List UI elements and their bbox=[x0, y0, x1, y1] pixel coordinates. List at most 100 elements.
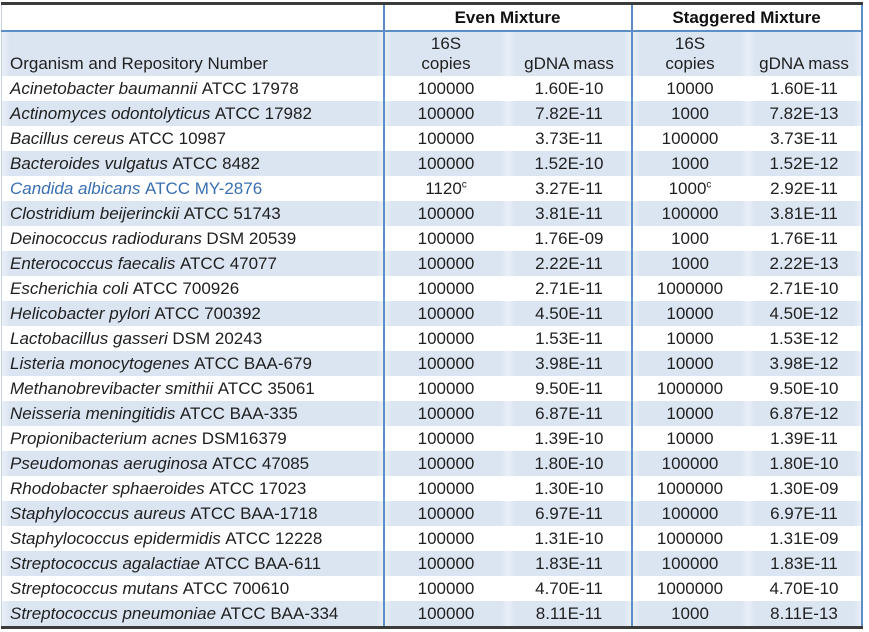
staggered-copies-value: 10000 bbox=[666, 329, 714, 348]
staggered-gdna-value: 6.97E-11 bbox=[770, 504, 838, 523]
organism-cell: Escherichia coli ATCC 700926 bbox=[2, 276, 384, 301]
even-gdna-value: 8.11E-11 bbox=[535, 604, 603, 623]
even-gdna-mass-header: gDNA mass bbox=[507, 31, 632, 76]
even-copies-value: 100000 bbox=[417, 279, 475, 298]
table-row: Deinococcus radiodurans DSM 20539 100000 … bbox=[2, 226, 862, 251]
repository-number: ATCC BAA-334 bbox=[220, 604, 339, 623]
even-copies-value: 100000 bbox=[417, 479, 475, 498]
even-copies-value: 100000 bbox=[417, 504, 475, 523]
even-16s-copies-cell: 100000 bbox=[382, 251, 508, 276]
staggered-gdna-value: 1.76E-11 bbox=[770, 229, 838, 248]
even-gdna-value: 3.81E-11 bbox=[535, 204, 603, 223]
organism-cell: Bacillus cereus ATCC 10987 bbox=[2, 126, 384, 151]
even-copies-value: 100000 bbox=[417, 154, 475, 173]
organism-column-header: Organism and Repository Number bbox=[1, 31, 384, 76]
repository-number: ATCC 12228 bbox=[225, 529, 323, 548]
staggered-copies-value: 100000 bbox=[661, 504, 719, 523]
even-gdna-value: 7.82E-11 bbox=[535, 104, 603, 123]
staggered-gdna-value: 6.87E-12 bbox=[769, 404, 839, 423]
even-gdna-value: 4.50E-11 bbox=[535, 304, 603, 323]
even-gdna-value: 1.60E-10 bbox=[534, 79, 604, 98]
organism-cell: Candida albicans ATCC MY-2876 bbox=[2, 176, 384, 201]
staggered-16s-copies-cell: 100000 bbox=[630, 201, 748, 226]
repository-number: ATCC 8482 bbox=[172, 154, 260, 173]
organism-cell: Rhodobacter sphaeroides ATCC 17023 bbox=[2, 476, 384, 501]
organism-name: Streptococcus pneumoniae bbox=[10, 604, 217, 623]
repository-number: ATCC BAA-335 bbox=[179, 404, 298, 423]
table-row: Candida albicans ATCC MY-2876 1120c 3.27E… bbox=[2, 176, 862, 201]
even-copies-value: 100000 bbox=[417, 429, 475, 448]
table-row: Streptococcus agalactiae ATCC BAA-611 100… bbox=[1, 551, 862, 576]
staggered-16s-copies-cell: 1000000 bbox=[630, 476, 748, 501]
column-header-row: Organism and Repository Number 16S copie… bbox=[1, 31, 862, 76]
repository-number: ATCC 700610 bbox=[182, 579, 290, 598]
even-16s-copies-cell: 100000 bbox=[382, 151, 508, 176]
even-gdna-value: 2.71E-11 bbox=[535, 279, 603, 298]
even-copies-value: 100000 bbox=[417, 129, 475, 148]
even-gdna-value: 6.87E-11 bbox=[535, 404, 603, 423]
staggered-copies-value: 1000 bbox=[668, 179, 707, 198]
even-gdna-value: 9.50E-11 bbox=[535, 379, 603, 398]
staggered-gdna-mass-cell: 1.53E-12 bbox=[748, 326, 862, 351]
staggered-gdna-value: 8.11E-13 bbox=[770, 604, 838, 623]
16s-label: 16S bbox=[674, 34, 706, 53]
organism-cell: Methanobrevibacter smithii ATCC 35061 bbox=[2, 376, 384, 401]
even-16s-copies-cell: 100000 bbox=[382, 426, 508, 451]
staggered-copies-value: 1000000 bbox=[656, 579, 724, 598]
table-row: Rhodobacter sphaeroides ATCC 17023 100000… bbox=[2, 476, 862, 501]
even-16s-copies-cell: 100000 bbox=[382, 226, 508, 251]
table-row: Lactobacillus gasseri DSM 20243 100000 1.… bbox=[2, 326, 862, 351]
copies-label: copies bbox=[421, 54, 471, 73]
organism-name: Streptococcus mutans bbox=[10, 579, 179, 598]
even-gdna-mass-cell: 9.50E-11 bbox=[508, 376, 632, 401]
staggered-copies-value: 10000 bbox=[666, 429, 714, 448]
even-gdna-value: 4.70E-11 bbox=[535, 579, 603, 598]
repository-number: ATCC 17978 bbox=[201, 79, 299, 98]
staggered-16s-copies-cell: 1000000 bbox=[630, 576, 748, 601]
even-16s-copies-cell: 100000 bbox=[382, 551, 508, 576]
organism-name: Streptococcus agalactiae bbox=[10, 554, 200, 573]
even-gdna-mass-cell: 1.31E-10 bbox=[508, 526, 632, 551]
organism-name: Bacteroides vulgatus bbox=[10, 154, 168, 173]
staggered-mixture-header: Staggered Mixture bbox=[630, 3, 862, 32]
repository-number: ATCC 35061 bbox=[217, 379, 315, 398]
staggered-copies-value: 1000 bbox=[671, 229, 709, 248]
even-copies-value: 100000 bbox=[417, 454, 475, 473]
staggered-gdna-value: 2.71E-10 bbox=[769, 279, 839, 298]
even-16s-copies-cell: 100000 bbox=[382, 376, 508, 401]
staggered-gdna-mass-cell: 2.71E-10 bbox=[748, 276, 862, 301]
organism-name: Enterococcus faecalis bbox=[10, 254, 176, 273]
organism-cell: Streptococcus agalactiae ATCC BAA-611 bbox=[1, 551, 384, 576]
organism-name: Methanobrevibacter smithii bbox=[10, 379, 214, 398]
even-16s-copies-cell: 100000 bbox=[382, 476, 508, 501]
staggered-gdna-mass-cell: 1.52E-12 bbox=[747, 151, 862, 176]
staggered-gdna-value: 2.92E-11 bbox=[770, 179, 838, 198]
staggered-gdna-mass-cell: 6.87E-12 bbox=[747, 401, 862, 426]
even-copies-value: 100000 bbox=[417, 254, 475, 273]
even-gdna-mass-cell: 2.22E-11 bbox=[507, 251, 632, 276]
repository-number: ATCC 700926 bbox=[132, 279, 240, 298]
even-gdna-mass-cell: 7.82E-11 bbox=[507, 101, 632, 126]
even-copies-value: 100000 bbox=[417, 329, 475, 348]
staggered-gdna-value: 1.52E-12 bbox=[769, 154, 839, 173]
organism-cell: Staphylococcus aureus ATCC BAA-1718 bbox=[1, 501, 384, 526]
staggered-gdna-mass-cell: 7.82E-13 bbox=[747, 101, 862, 126]
staggered-16s-copies-cell: 10000 bbox=[630, 401, 748, 426]
repository-number: ATCC BAA-1718 bbox=[190, 504, 318, 523]
organism-cell: Lactobacillus gasseri DSM 20243 bbox=[2, 326, 384, 351]
staggered-gdna-value: 1.60E-11 bbox=[770, 79, 838, 98]
organism-name: Candida albicans bbox=[10, 179, 141, 198]
table-row: Enterococcus faecalis ATCC 47077 100000 2… bbox=[1, 251, 862, 276]
even-gdna-value: 1.30E-10 bbox=[534, 479, 604, 498]
even-gdna-mass-cell: 1.52E-10 bbox=[507, 151, 632, 176]
even-gdna-mass-cell: 3.81E-11 bbox=[507, 201, 632, 226]
even-gdna-value: 1.76E-09 bbox=[534, 229, 604, 248]
staggered-gdna-mass-cell: 4.50E-12 bbox=[747, 301, 862, 326]
even-16s-copies-cell: 100000 bbox=[382, 301, 508, 326]
repository-number: DSM 20539 bbox=[206, 229, 297, 248]
even-16s-copies-cell: 100000 bbox=[382, 201, 508, 226]
organism-name: Staphylococcus aureus bbox=[10, 504, 186, 523]
even-16s-copies-cell: 100000 bbox=[382, 401, 508, 426]
even-gdna-value: 1.83E-11 bbox=[535, 554, 603, 573]
